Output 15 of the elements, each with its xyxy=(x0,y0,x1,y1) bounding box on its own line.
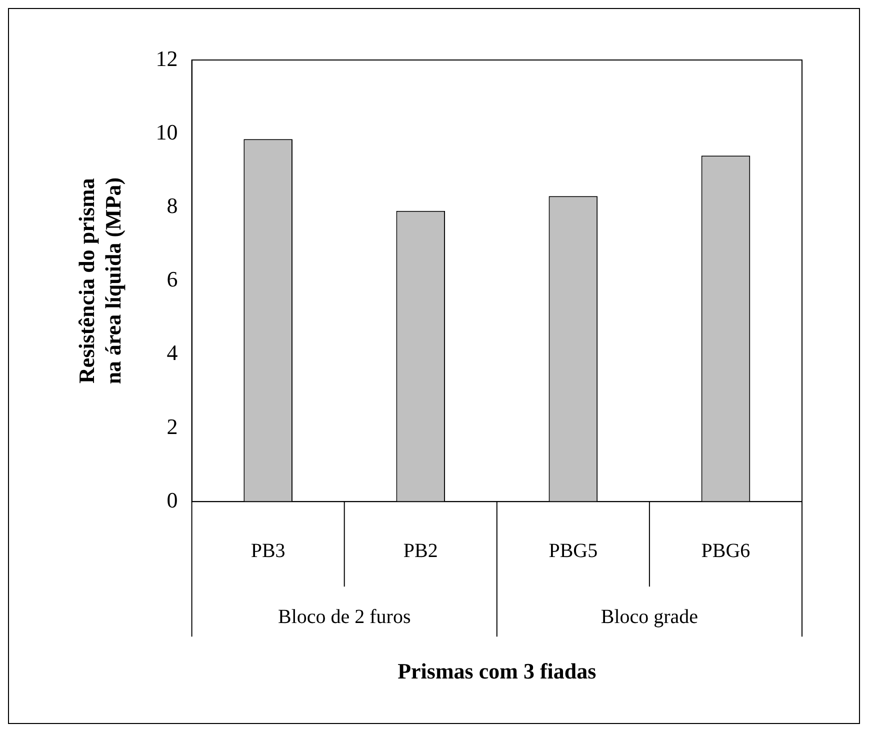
y-tick-label: 4 xyxy=(166,340,178,366)
x-tick-label: PB2 xyxy=(403,540,438,562)
x-tick-label: PB3 xyxy=(250,540,286,562)
x-tick-label: PBG6 xyxy=(701,540,750,562)
y-tick-label: 8 xyxy=(166,192,178,218)
y-tick-label: 2 xyxy=(166,414,178,439)
y-tick-label: 6 xyxy=(166,266,178,292)
y-axis-title: Resistência do prisma na área líquida (MPa) xyxy=(74,177,126,384)
y-tick-label: 10 xyxy=(156,119,178,144)
text: Bloco grade xyxy=(600,606,698,628)
text: Bloco de 2 furos xyxy=(278,606,411,628)
y-tick-label: 0 xyxy=(166,487,178,512)
x-tick-label: PBG5 xyxy=(548,540,598,562)
x-axis-title: Prismas com 3 fiadas xyxy=(398,658,597,684)
y-tick-label: 12 xyxy=(156,46,178,71)
